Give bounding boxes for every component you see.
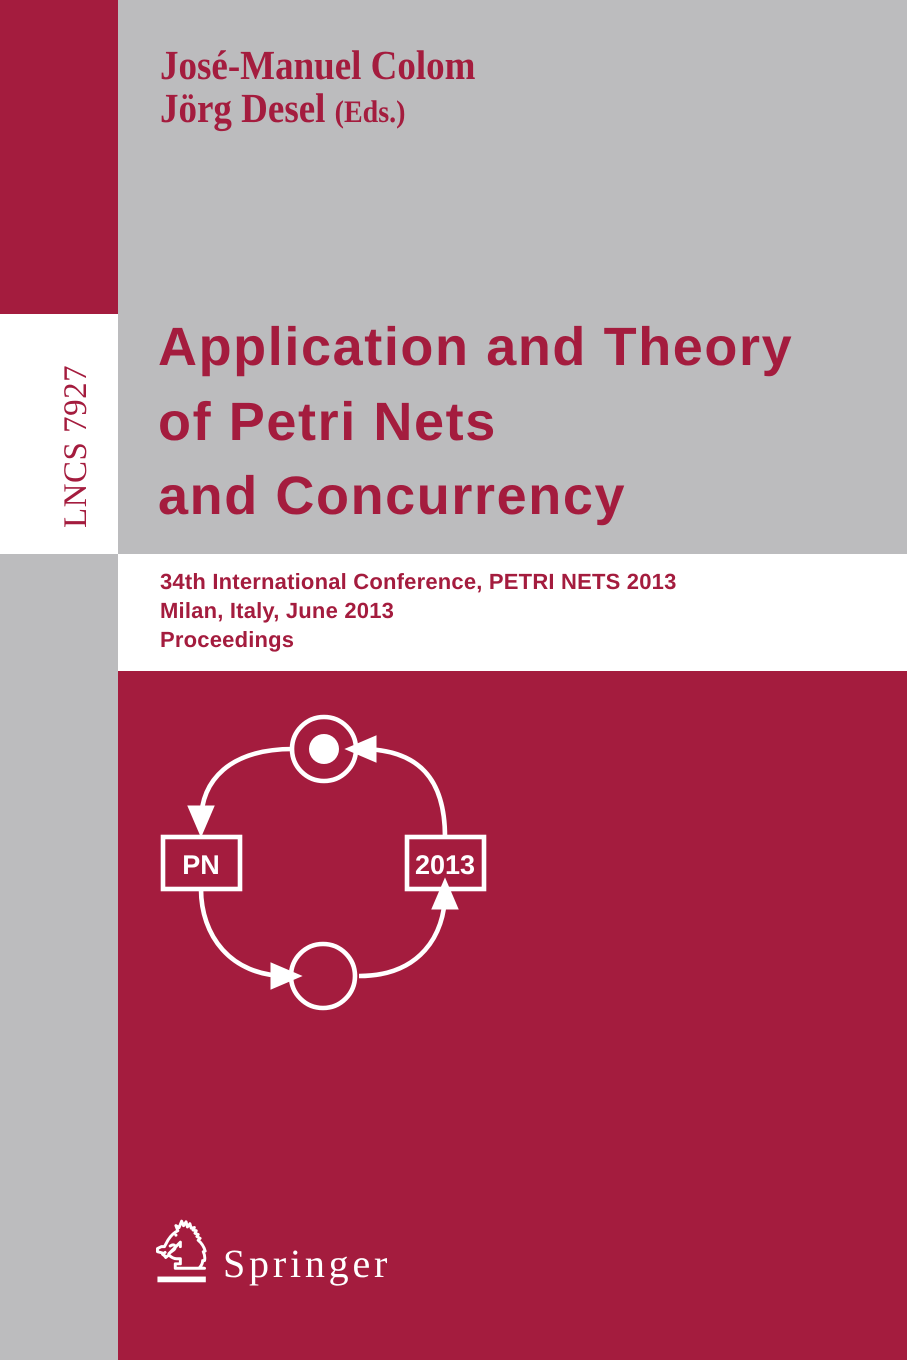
svg-text:2013: 2013 [415,850,475,880]
svg-text:PN: PN [182,850,220,880]
